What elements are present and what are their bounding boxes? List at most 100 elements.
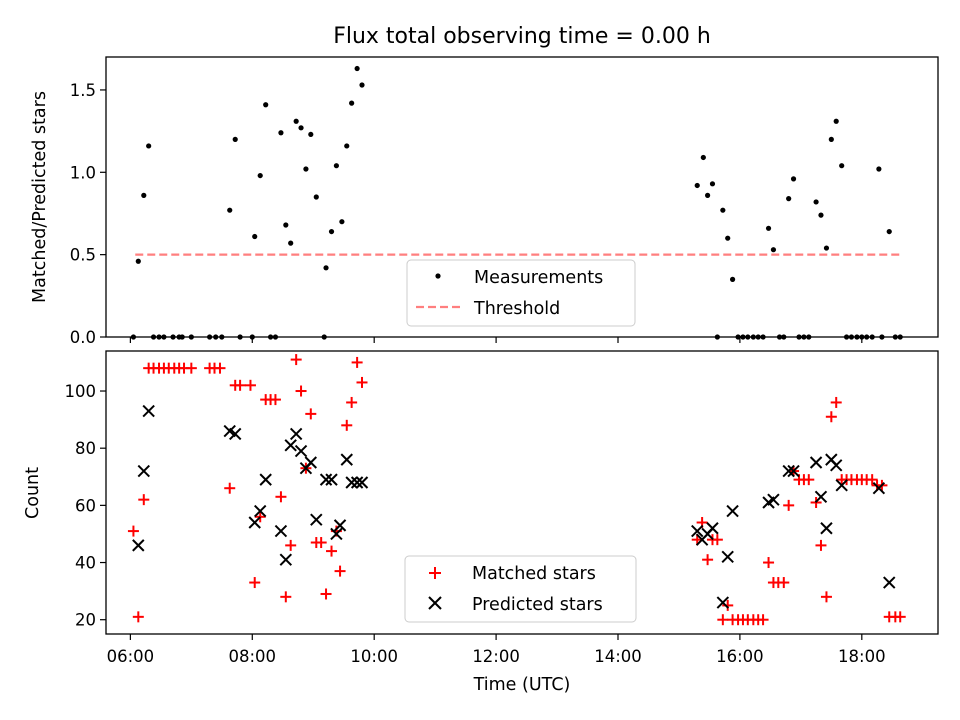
bottom-panel: Count Time (UTC) 20 40 60 80 100 06:00 08:00 10… [23, 350, 939, 695]
predicted-stars-point [726, 504, 739, 518]
legend-matched-label: Matched stars [472, 564, 596, 584]
matched-stars-point [275, 491, 287, 503]
measurement-point [813, 199, 819, 205]
top-plot-area [130, 65, 903, 340]
predicted-stars-point [820, 522, 833, 535]
measurement-point [359, 82, 365, 88]
matched-stars-point [320, 588, 332, 600]
predicted-stars-point [132, 539, 145, 552]
x-tick-label: 12:00 [472, 647, 520, 666]
predicted-stars-point [782, 464, 795, 478]
matched-stars-point [341, 419, 353, 431]
measurement-point [252, 233, 258, 240]
predicted-stars-point [787, 464, 800, 478]
matched-stars-point [825, 411, 837, 423]
predicted-stars-point [716, 596, 730, 609]
predicted-stars-point [350, 476, 364, 489]
predicted-stars-point [259, 473, 272, 486]
x-tick-label: 16:00 [716, 647, 764, 666]
predicted-stars-point [767, 493, 780, 506]
bottom-legend: Matched stars Predicted stars [404, 555, 637, 623]
measurement-point [770, 247, 777, 253]
predicted-stars-point [304, 456, 318, 469]
matched-stars-point [346, 396, 358, 408]
predicted-stars-point [137, 464, 150, 478]
x-axis-label: Time (UTC) [473, 675, 571, 695]
measurement-point [786, 196, 792, 202]
measurement-point [876, 166, 882, 172]
matched-stars-point [214, 362, 226, 374]
matched-stars-point [224, 482, 236, 494]
predicted-stars-point [142, 404, 155, 418]
predicted-stars-point [229, 427, 242, 441]
matched-stars-point [815, 539, 827, 551]
matched-stars-point [778, 577, 790, 589]
top-axes-frame [105, 56, 939, 338]
matched-stars-point [722, 599, 734, 611]
predicted-stars-point [883, 576, 896, 589]
matched-stars-point [757, 614, 769, 626]
bottom-plot-area [127, 354, 906, 626]
matched-stars-point [285, 539, 297, 551]
measurement-point [700, 154, 706, 161]
measurement-point [135, 258, 141, 264]
measurement-point [839, 163, 845, 169]
measurement-point [303, 166, 309, 172]
predicted-stars-point [691, 524, 704, 538]
matched-stars-point [783, 499, 795, 511]
top-y-tick-label: 0.0 [70, 328, 96, 347]
predicted-stars-point [325, 473, 338, 486]
top-legend-box [406, 259, 636, 327]
measurement-point [288, 240, 294, 246]
measurement-point [818, 212, 824, 218]
measurement-point [232, 136, 238, 142]
matched-stars-point [315, 537, 327, 549]
matched-stars-point [803, 474, 815, 486]
predicted-stars-point [248, 516, 261, 529]
matched-stars-point [127, 525, 139, 537]
measurement-point [298, 125, 304, 131]
predicted-stars-point [330, 527, 343, 541]
measurement-point [694, 182, 700, 189]
matched-stars-point [894, 611, 906, 623]
measurement-point [833, 118, 839, 124]
matched-stars-point [138, 494, 150, 506]
predicted-stars-point [274, 524, 288, 538]
measurement-point [328, 228, 335, 235]
measurement-point [354, 65, 360, 72]
matched-stars-point [290, 354, 302, 366]
bottom-y-axis-label: Count [23, 467, 43, 519]
measurement-point [344, 143, 350, 149]
measurement-point [705, 192, 711, 198]
legend-measurements-label: Measurements [474, 268, 603, 288]
x-tick-label: 06:00 [107, 647, 155, 666]
predicted-stars-point [279, 553, 293, 566]
top-y-tick-label: 0.5 [70, 246, 96, 265]
predicted-stars-point [310, 513, 323, 526]
matched-stars-point [717, 614, 729, 626]
matched-stars-point [830, 396, 842, 408]
bottom-legend-box [404, 555, 637, 623]
matched-stars-point [351, 356, 363, 368]
predicted-stars-point [809, 456, 823, 469]
matched-stars-point [280, 591, 292, 603]
top-legend: Measurements Threshold [406, 259, 636, 327]
matched-stars-point [702, 554, 714, 566]
x-tick-label: 10:00 [350, 647, 398, 666]
predicted-stars-point [284, 439, 297, 452]
predicted-stars-point [814, 490, 828, 503]
matched-stars-point [763, 557, 775, 569]
measurement-point [313, 194, 319, 200]
predicted-stars-point [340, 453, 353, 466]
matched-stars-point [820, 591, 832, 603]
predicted-stars-point [872, 482, 886, 495]
measurement-point [323, 265, 329, 271]
top-y-tick-label: 1.5 [70, 81, 96, 100]
matched-stars-point [711, 534, 723, 546]
matched-stars-point [244, 379, 256, 391]
matched-stars-point [866, 474, 878, 486]
bottom-axis-ticks: 20 40 60 80 100 06:00 08:00 10:00 12:00 14:00 16:0… [65, 382, 886, 666]
predicted-stars-point [319, 473, 333, 486]
predicted-stars-point [289, 427, 303, 441]
